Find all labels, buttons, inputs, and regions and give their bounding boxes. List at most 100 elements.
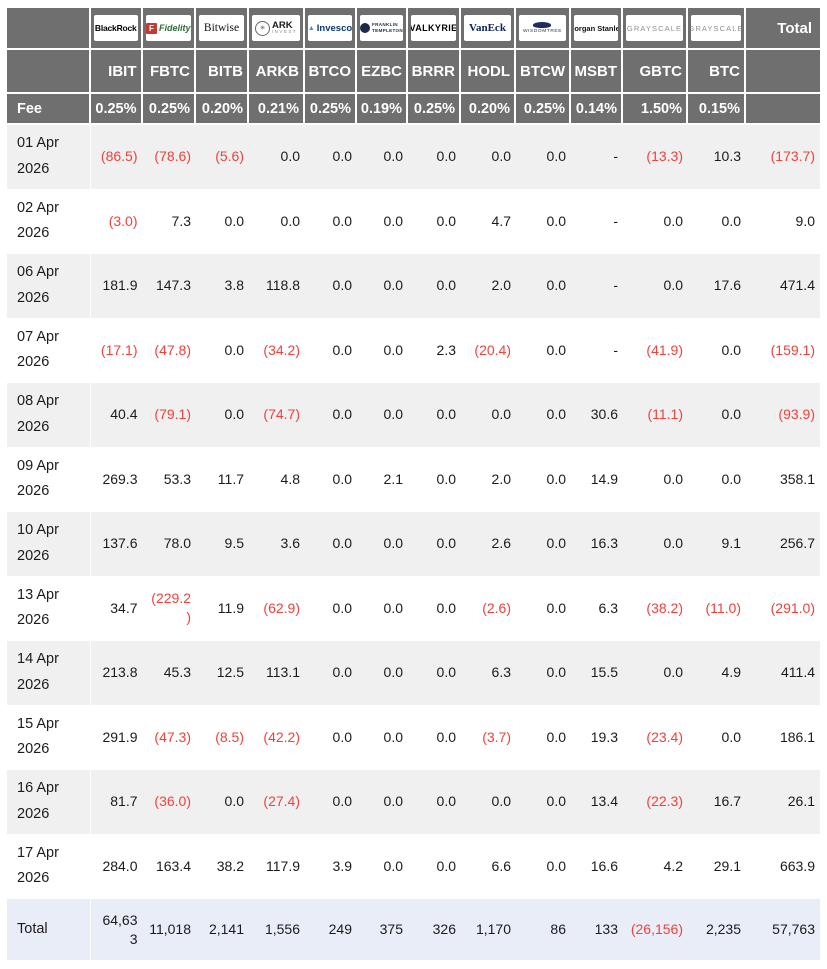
value-cell-btcw: 0.0: [516, 318, 571, 383]
value-cell-msbt: -: [571, 125, 623, 190]
total-cell-ibit: 64,633: [91, 899, 143, 961]
value-cell-gbtc: (13.3): [623, 125, 688, 190]
issuer-logo-cell-hodl: VanEck: [461, 8, 516, 50]
value-cell-hodl: 0.0: [461, 383, 516, 448]
value-cell-ezbc: 0.0: [357, 576, 408, 641]
value-cell-btc: 29.1: [688, 834, 746, 899]
ticker-cell-gbtc: GBTC: [623, 50, 688, 94]
value-cell-bitb: 11.9: [196, 576, 249, 641]
value-cell-btcw: 0.0: [516, 576, 571, 641]
value-cell-bitb: 38.2: [196, 834, 249, 899]
value-cell-ezbc: 0.0: [357, 770, 408, 835]
value-cell-ibit: 284.0: [91, 834, 143, 899]
fidelity-f-mark: F: [145, 22, 157, 34]
issuer-logo-cell-btc: GRAYSCALE: [688, 8, 746, 50]
value-cell-arkb: 0.0: [249, 125, 305, 190]
value-cell-btcw: 0.0: [516, 705, 571, 770]
total-row-label: Total: [7, 899, 91, 961]
value-cell-bitb: 0.0: [196, 770, 249, 835]
value-cell-arkb: (74.7): [249, 383, 305, 448]
value-cell-bitb: 3.8: [196, 254, 249, 319]
total-cell-fbtc: 11,018: [142, 899, 196, 961]
fee-cell-btc: 0.15%: [688, 94, 746, 125]
value-cell-fbtc: (36.0): [142, 770, 196, 835]
total-cell-gbtc: (26,156): [623, 899, 688, 961]
value-cell-msbt: -: [571, 254, 623, 319]
total-cell-btc: 2,235: [688, 899, 746, 961]
value-cell-ezbc: 0.0: [357, 189, 408, 254]
date-cell: 02 Apr 2026: [7, 189, 91, 254]
value-cell-ibit: 137.6: [91, 512, 143, 577]
value-cell-fbtc: 45.3: [142, 641, 196, 706]
date-cell: 15 Apr 2026: [7, 705, 91, 770]
blackrock-logo: BlackRock: [94, 15, 138, 41]
franklin-templeton-wordmark: FRANKLIN TEMPLETON: [372, 22, 403, 33]
value-cell-hodl: 2.6: [461, 512, 516, 577]
value-cell-arkb: (62.9): [249, 576, 305, 641]
value-cell-ezbc: 0.0: [357, 641, 408, 706]
row-total-cell: (173.7): [746, 125, 820, 190]
row-total-cell: 186.1: [746, 705, 820, 770]
value-cell-brrr: 0.0: [408, 512, 461, 577]
issuer-logo-cell-bitb: Bitwise: [196, 8, 249, 50]
value-cell-btco: 0.0: [305, 576, 357, 641]
value-cell-ezbc: 0.0: [357, 383, 408, 448]
value-cell-fbtc: 53.3: [142, 447, 196, 512]
fee-cell-btco: 0.25%: [305, 94, 357, 125]
value-cell-brrr: 0.0: [408, 834, 461, 899]
row-total-cell: 26.1: [746, 770, 820, 835]
header-corner-cell: [7, 8, 91, 50]
value-cell-gbtc: 0.0: [623, 254, 688, 319]
ark-circle-mark: ✳: [255, 20, 270, 36]
grand-total-cell: 57,763: [746, 899, 820, 961]
morgan-stanley-logo: Morgan Stanley: [574, 15, 618, 41]
value-cell-brrr: 0.0: [408, 447, 461, 512]
value-cell-ezbc: 0.0: [357, 512, 408, 577]
wisdomtree-logo: WISDOMTREE: [519, 15, 566, 41]
issuer-logo-cell-fbtc: F Fidelity: [142, 8, 196, 50]
value-cell-btc: 0.0: [688, 318, 746, 383]
value-cell-arkb: 113.1: [249, 641, 305, 706]
value-cell-fbtc: (79.1): [142, 383, 196, 448]
ark-invest-logo: ✳ ARK INVEST: [252, 15, 300, 41]
invesco-mark: ▲: [308, 24, 315, 32]
date-cell: 01 Apr 2026: [7, 125, 91, 190]
value-cell-hodl: 2.0: [461, 254, 516, 319]
value-cell-arkb: (34.2): [249, 318, 305, 383]
value-cell-brrr: 0.0: [408, 189, 461, 254]
total-cell-bitb: 2,141: [196, 899, 249, 961]
grayscale-logo: GRAYSCALE: [691, 15, 741, 41]
value-cell-fbtc: (47.3): [142, 705, 196, 770]
date-cell: 06 Apr 2026: [7, 254, 91, 319]
value-cell-btcw: 0.0: [516, 125, 571, 190]
date-cell: 13 Apr 2026: [7, 576, 91, 641]
value-cell-ibit: 291.9: [91, 705, 143, 770]
fee-cell-ezbc: 0.19%: [357, 94, 408, 125]
value-cell-msbt: 15.5: [571, 641, 623, 706]
fee-cell-arkb: 0.21%: [249, 94, 305, 125]
value-cell-brrr: 0.0: [408, 641, 461, 706]
invesco-wordmark: Invesco: [316, 22, 352, 34]
value-cell-ezbc: 0.0: [357, 705, 408, 770]
fee-cell-btcw: 0.25%: [516, 94, 571, 125]
value-cell-gbtc: 0.0: [623, 447, 688, 512]
ticker-cell-fbtc: FBTC: [142, 50, 196, 94]
value-cell-fbtc: 78.0: [142, 512, 196, 577]
value-cell-fbtc: 147.3: [142, 254, 196, 319]
value-cell-arkb: 118.8: [249, 254, 305, 319]
value-cell-gbtc: 0.0: [623, 189, 688, 254]
value-cell-msbt: 30.6: [571, 383, 623, 448]
row-total-cell: 9.0: [746, 189, 820, 254]
value-cell-btc: (11.0): [688, 576, 746, 641]
ark-invest-subtext: INVEST: [272, 29, 297, 35]
ticker-cell-arkb: ARKB: [249, 50, 305, 94]
ticker-row-total-cell: [746, 50, 820, 94]
value-cell-btco: 0.0: [305, 125, 357, 190]
value-cell-fbtc: 7.3: [142, 189, 196, 254]
date-cell: 14 Apr 2026: [7, 641, 91, 706]
ticker-cell-ezbc: EZBC: [357, 50, 408, 94]
value-cell-hodl: (3.7): [461, 705, 516, 770]
fee-row-total-cell: [746, 94, 820, 125]
issuer-logo-cell-btco: ▲ Invesco: [305, 8, 357, 50]
value-cell-ibit: 34.7: [91, 576, 143, 641]
